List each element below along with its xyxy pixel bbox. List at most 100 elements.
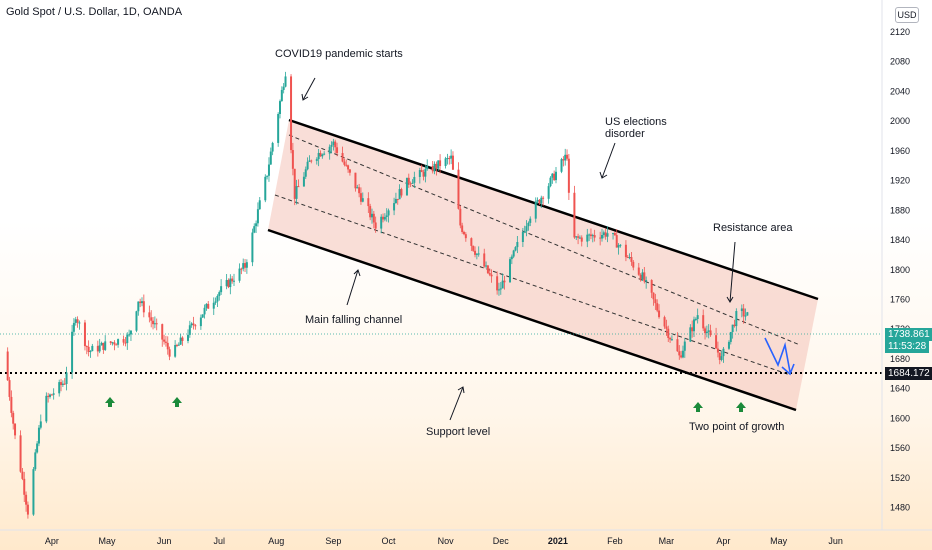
candle-body [32, 469, 35, 515]
candle-body [626, 257, 629, 259]
candle-body [323, 153, 326, 155]
candle-body [551, 173, 554, 178]
candle-body [310, 160, 313, 162]
candle-body [240, 268, 243, 270]
candle-body [139, 301, 142, 304]
price-tick-label: 1680 [890, 354, 910, 364]
up-arrow-icon [693, 402, 703, 412]
candle-body [161, 324, 164, 340]
candle-body [639, 274, 642, 280]
candle-body [277, 113, 280, 143]
candle-body [612, 233, 615, 235]
candle-body [23, 478, 26, 495]
candle-body [207, 303, 210, 309]
candle-body [264, 176, 267, 201]
price-tick-label: 1520 [890, 473, 910, 483]
candle-body [628, 257, 631, 259]
candle-body [135, 311, 138, 331]
time-tick-label: May [99, 536, 117, 546]
candle-body [663, 317, 666, 327]
candle-body [244, 263, 247, 268]
candle-body [540, 197, 543, 204]
up-arrow-icon [736, 402, 746, 412]
candle-body [290, 76, 293, 151]
candle-body [71, 331, 74, 373]
candle-body [328, 146, 331, 154]
time-tick-label: Dec [493, 536, 510, 546]
candle-body [643, 272, 646, 282]
candle-body [564, 154, 567, 161]
candle-body [98, 345, 101, 352]
candle-body [385, 215, 388, 218]
annotation-elections-line1: US elections [605, 116, 667, 128]
candle-body [499, 288, 502, 290]
price-tick-label: 1920 [890, 176, 910, 186]
time-tick-label: May [770, 536, 788, 546]
time-axis: Apr May Jun Jul Aug Sep Oct Nov Dec 2021 Feb Mar Apr… [45, 536, 843, 546]
candle-body [683, 341, 686, 351]
candle-body [47, 395, 50, 397]
candle-body [632, 261, 635, 268]
candle-body [220, 286, 223, 293]
candle-body [591, 235, 594, 237]
candle-body [194, 325, 197, 327]
candle-body [126, 334, 129, 344]
candle-body [181, 337, 184, 341]
price-tick-label: 1840 [890, 235, 910, 245]
candle-body [356, 187, 359, 189]
candle-body [60, 382, 63, 386]
time-tick-label: 2021 [548, 536, 568, 546]
candle-body [153, 323, 156, 325]
candle-body [179, 337, 182, 345]
candle-body [503, 280, 506, 283]
candle-body [420, 170, 423, 173]
candle-body [382, 216, 385, 220]
candle-body [214, 301, 217, 303]
candle-body [547, 186, 550, 199]
candle-body [580, 237, 583, 242]
candle-body [413, 176, 416, 183]
candle-body [553, 173, 556, 181]
candle-body [37, 427, 40, 444]
candle-body [72, 322, 75, 332]
candle-body [199, 317, 202, 327]
candle-body [115, 344, 118, 346]
candle-body [117, 339, 120, 345]
annotation-growth: Two point of growth [689, 421, 785, 433]
candle-body [426, 165, 429, 170]
candle-body [525, 226, 528, 232]
candle-body [49, 394, 51, 397]
candle-body [709, 330, 712, 336]
candle-body [588, 234, 591, 236]
currency-button[interactable]: USD [895, 7, 919, 23]
candle-body [678, 351, 681, 356]
time-tick-label: Mar [659, 536, 675, 546]
candle-body [450, 155, 453, 159]
candle-body [694, 319, 697, 321]
projection-arrowhead [781, 363, 795, 376]
time-tick-label: Feb [607, 536, 623, 546]
candle-body [645, 280, 648, 282]
candle-body [155, 323, 158, 325]
candle-body [36, 443, 39, 453]
price-tick-label: 2000 [890, 116, 910, 126]
candle-body [10, 396, 13, 413]
candle-body [746, 312, 749, 316]
candle-body [334, 141, 337, 148]
candle-body [25, 494, 28, 505]
candle-body [61, 383, 64, 386]
candle-body [164, 341, 167, 343]
candle-body [91, 345, 94, 352]
candle-body [744, 315, 747, 317]
candle-body [383, 217, 386, 220]
candle-body [577, 236, 580, 238]
candle-body [359, 193, 362, 202]
candle-body [128, 334, 131, 336]
candle-body [523, 231, 526, 233]
candle-body [731, 324, 734, 333]
candle-body [122, 339, 125, 343]
candle-body [742, 308, 745, 317]
bar-countdown-label: 11:53:28 [885, 340, 930, 353]
candle-body [148, 312, 151, 318]
